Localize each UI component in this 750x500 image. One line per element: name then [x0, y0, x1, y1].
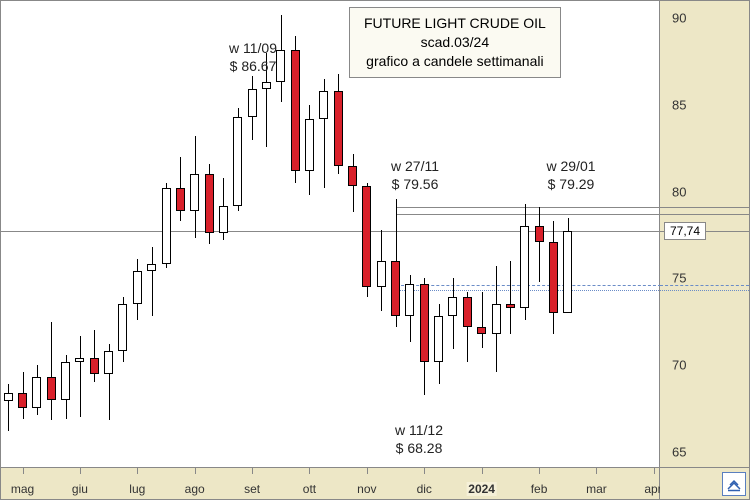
x-tick-label: set [244, 482, 260, 496]
y-tick-label: 70 [672, 358, 686, 373]
x-tick-label: 2024 [466, 482, 497, 496]
chart-annotation: w 11/09$ 86.67 [229, 39, 277, 75]
candle-body [147, 264, 156, 271]
x-tick-label: ott [303, 482, 316, 496]
candle-body [75, 358, 84, 361]
candle-body [319, 91, 328, 119]
candle-body [4, 393, 13, 402]
candle-body [176, 188, 185, 211]
candle-body [133, 271, 142, 304]
candle-body [190, 174, 199, 210]
candle-body [348, 166, 357, 187]
chart-annotation: w 27/11$ 79.56 [391, 157, 439, 193]
candle-body [291, 50, 300, 171]
x-tick-label: ago [185, 482, 205, 496]
candle-body [262, 82, 271, 89]
info-box-line: grafico a candele settimanali [364, 52, 546, 71]
price-line [1, 231, 659, 232]
candle-body [520, 226, 529, 307]
reference-line [396, 207, 661, 208]
candle-body [477, 327, 486, 334]
x-tick-label: dic [417, 482, 432, 496]
candle-body [563, 231, 572, 313]
candle-wick [539, 207, 540, 282]
x-tick-label: giu [72, 482, 88, 496]
x-axis: maggiulugagosetottnovdic2024febmarapr [0, 468, 660, 500]
candle-wick [51, 322, 52, 421]
x-tick-label: mag [11, 482, 34, 496]
candle-body [47, 377, 56, 400]
candle-body [334, 91, 343, 166]
axis-corner [660, 468, 750, 500]
candle-body [233, 117, 242, 205]
candle-body [248, 89, 257, 117]
candle-body [162, 188, 171, 264]
candle-body [434, 316, 443, 361]
candle-wick [152, 247, 153, 316]
candle-body [448, 297, 457, 316]
x-tick-label: mar [586, 482, 607, 496]
x-tick-label: nov [357, 482, 376, 496]
candle-wick [482, 292, 483, 347]
candle-body [61, 362, 70, 400]
candle-wick [94, 330, 95, 382]
candle-wick [8, 384, 9, 431]
candle-body [32, 377, 41, 408]
chart-container: FUTURE LIGHT CRUDE OILscad.03/24grafico … [0, 0, 750, 500]
reference-line [396, 214, 661, 215]
chart-annotation: w 29/01$ 79.29 [546, 157, 595, 193]
y-tick-label: 90 [672, 11, 686, 26]
y-tick-label: 85 [672, 98, 686, 113]
candle-body [219, 206, 228, 234]
candle-body [205, 174, 214, 233]
candle-body [506, 304, 515, 307]
x-tick-label: lug [129, 482, 145, 496]
candle-body [377, 261, 386, 287]
candle-body [405, 284, 414, 317]
info-box-line: scad.03/24 [364, 33, 546, 52]
candle-body [305, 119, 314, 171]
candle-body [463, 297, 472, 326]
plot-area: FUTURE LIGHT CRUDE OILscad.03/24grafico … [0, 0, 660, 468]
candle-body [535, 226, 544, 242]
candle-body [104, 351, 113, 374]
candle-body [18, 393, 27, 409]
y-tick-label: 65 [672, 444, 686, 459]
candle-wick [510, 261, 511, 334]
scroll-right-icon[interactable] [722, 472, 746, 496]
candle-body [391, 261, 400, 316]
current-price-label: 77,74 [664, 222, 706, 240]
candle-body [492, 304, 501, 333]
y-tick-label: 75 [672, 271, 686, 286]
chart-annotation: w 11/12$ 68.28 [395, 421, 443, 457]
y-tick-label: 80 [672, 184, 686, 199]
candle-body [549, 242, 558, 313]
candle-wick [80, 336, 81, 417]
chart-info-box: FUTURE LIGHT CRUDE OILscad.03/24grafico … [349, 7, 561, 78]
candle-body [118, 304, 127, 351]
candle-body [90, 358, 99, 374]
y-axis: 65 70 75 80 85 90 77,74 [660, 0, 750, 468]
x-tick-label: feb [531, 482, 548, 496]
candle-body [276, 50, 285, 83]
candle-body [362, 186, 371, 287]
info-box-line: FUTURE LIGHT CRUDE OIL [364, 14, 546, 33]
candle-body [420, 284, 429, 362]
